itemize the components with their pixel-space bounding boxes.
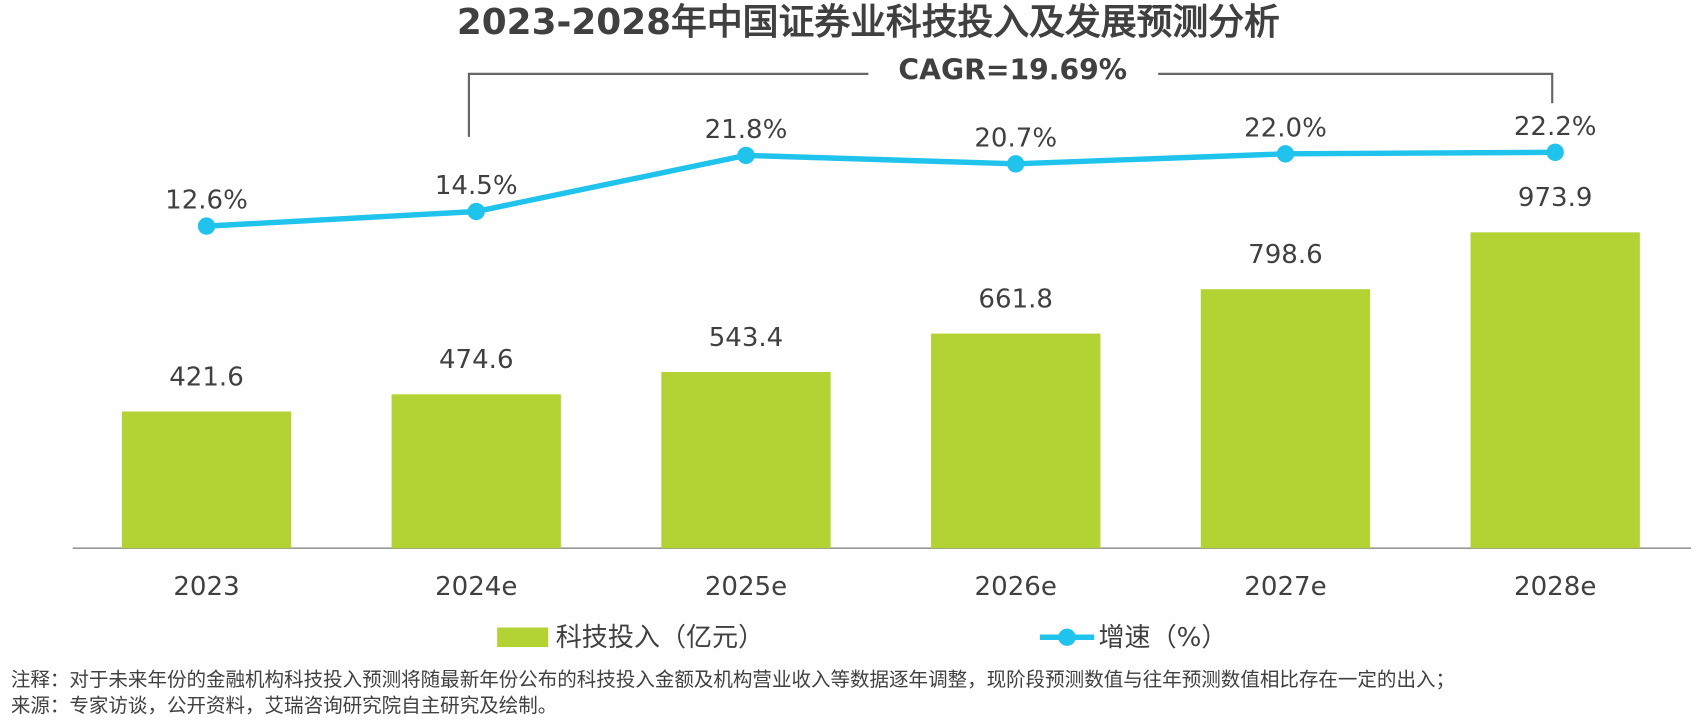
bar <box>931 333 1101 549</box>
point <box>467 202 485 221</box>
bar <box>1470 232 1640 549</box>
line <box>206 149 1556 229</box>
data-label: 22.0% <box>1244 113 1327 143</box>
data-label: 22.2% <box>1514 112 1597 142</box>
bar <box>1200 289 1371 549</box>
data-label: 798.6 <box>1248 240 1323 270</box>
x-tick-label: 2027e <box>1244 572 1326 602</box>
legend-marker <box>1058 628 1076 646</box>
data-label: 14.5% <box>435 171 518 201</box>
point <box>1276 145 1295 163</box>
x-tick-label: 2023 <box>173 572 239 602</box>
cagr-bracket <box>1158 72 1554 104</box>
legend-swatch <box>497 627 549 648</box>
data-label: 12.6% <box>165 186 248 216</box>
data-label: 474.6 <box>439 345 514 375</box>
source: 来源：专家访谈，公开资料，艾瑞咨询研究院自主研究及绘制。 <box>11 694 557 717</box>
x-tick-label: 2025e <box>705 572 787 602</box>
note: 注释：对于未来年份的金融机构科技投入预测将随最新年份公布的科技投入金额及机构营业… <box>11 668 1455 691</box>
point <box>737 146 755 165</box>
data-label: 421.6 <box>169 362 244 392</box>
bar <box>121 411 292 549</box>
data-label: 20.7% <box>974 123 1057 153</box>
legend-label: 增速（%） <box>1098 623 1227 653</box>
x-tick-label: 2026e <box>975 572 1057 602</box>
data-label: 661.8 <box>978 284 1053 314</box>
bar <box>391 394 561 549</box>
point <box>197 217 216 235</box>
data-label: 973.9 <box>1518 183 1593 213</box>
data-label: 543.4 <box>709 323 784 353</box>
chart-title: 2023-2028年中国证券业科技投入及发展预测分析 <box>457 2 1280 43</box>
bar <box>661 371 831 549</box>
cagr-label: CAGR=19.69% <box>898 54 1127 87</box>
data-label: 21.8% <box>705 115 788 145</box>
point <box>1007 155 1025 173</box>
x-tick-label: 2024e <box>435 572 517 602</box>
point <box>1546 143 1564 161</box>
cagr-bracket <box>467 72 869 137</box>
legend-label: 科技投入（亿元） <box>556 623 764 653</box>
x-tick-label: 2028e <box>1514 572 1596 602</box>
